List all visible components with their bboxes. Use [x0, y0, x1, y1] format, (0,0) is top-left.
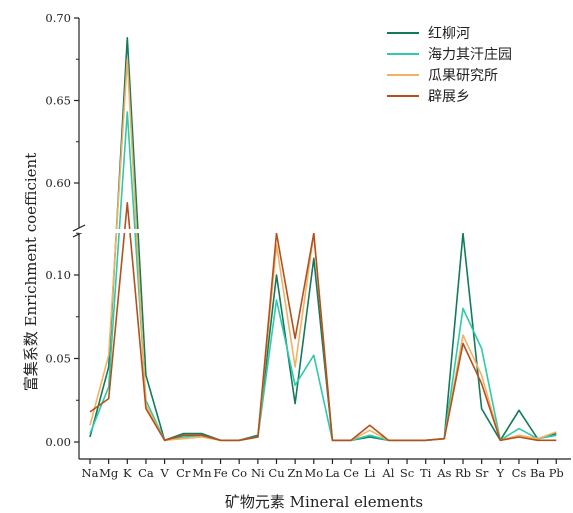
axis-break-gap [80, 229, 572, 233]
legend-label-1: 红柳河 [428, 25, 470, 42]
x-axis-title: 矿物元素 Mineral elements [225, 493, 423, 511]
x-tick-label: Sr [475, 466, 489, 480]
legend-label-4: 辟展乡 [428, 89, 470, 105]
x-tick-label: Mn [192, 466, 212, 480]
x-tick-label: K [123, 466, 132, 480]
x-tick-label: La [325, 466, 340, 480]
x-tick-label: Ce [343, 466, 359, 480]
x-tick-label: As [436, 466, 451, 480]
x-tick-label: Co [231, 466, 247, 480]
x-tick-label: Al [381, 466, 394, 480]
series-lines [80, 36, 572, 442]
series-line-4 [89, 202, 557, 442]
x-axis-ticks: Na Mg K Ca V Cr Mn Fe Co Ni Cu Zn Mo La Ce Li Al Sc Ti As Rb… [82, 459, 564, 480]
x-tick-label: Mo [304, 466, 323, 480]
x-tick-label: Ni [251, 466, 265, 480]
x-tick-label: Zn [287, 466, 303, 480]
x-tick-label: Li [364, 466, 376, 480]
y-axis-ticks: 0.00 0.05 0.10 0.60 0.65 0.70 [45, 11, 79, 449]
y-tick-label: 0.00 [45, 435, 71, 449]
x-tick-label: Cu [268, 466, 284, 480]
x-tick-label: Mg [99, 466, 119, 480]
axes [72, 18, 571, 460]
y-tick-label: 0.05 [45, 352, 71, 366]
x-tick-label: Cs [512, 466, 527, 480]
y-tick-label: 0.70 [45, 11, 71, 25]
x-tick-label: Ba [530, 466, 545, 480]
y-tick-label: 0.65 [45, 94, 71, 108]
series-line-1 [89, 36, 557, 442]
x-tick-label: Pb [549, 466, 564, 480]
x-tick-label: Cr [176, 466, 191, 480]
x-tick-label: Y [496, 466, 505, 480]
legend-label-2: 海力其汗庄园 [428, 46, 512, 63]
x-tick-label: V [159, 466, 169, 480]
y-tick-label: 0.60 [45, 176, 71, 190]
x-tick-label: Sc [400, 466, 414, 480]
x-tick-label: Na [82, 466, 99, 480]
series-line-3 [89, 58, 557, 442]
axis-break-mark [72, 224, 86, 232]
y-axis-title: 富集系数 Enrichment coefficient [22, 153, 40, 392]
y-tick-label: 0.10 [45, 268, 71, 282]
x-tick-label: Rb [455, 466, 471, 480]
legend-label-3: 瓜果研究所 [428, 68, 498, 84]
x-tick-label: Ca [138, 466, 154, 480]
x-tick-label: Ti [420, 466, 432, 480]
x-tick-label: Fe [213, 466, 227, 480]
